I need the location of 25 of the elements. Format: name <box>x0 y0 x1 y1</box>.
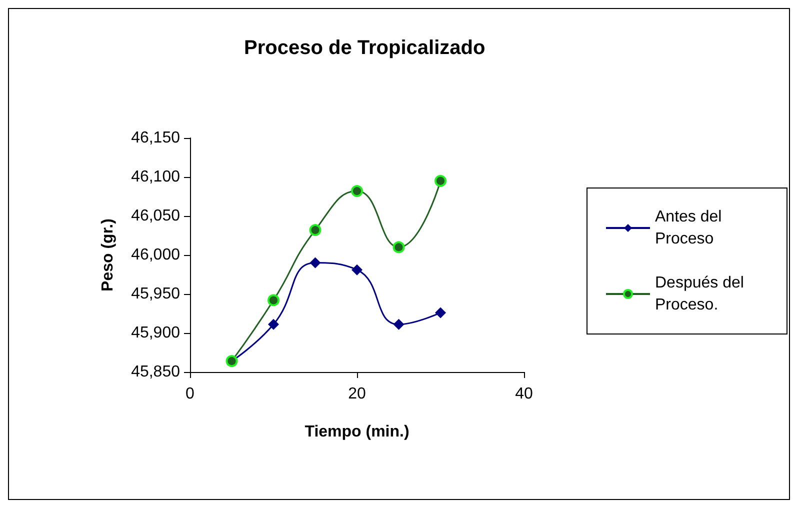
point <box>434 174 446 187</box>
y-axis-title: Peso (gr.) <box>100 218 116 292</box>
x-tick-label: 0 <box>186 386 195 402</box>
x-tick-label: 40 <box>515 386 533 402</box>
x-tick-label: 20 <box>348 386 366 402</box>
y-tick-label: 46,050 <box>131 208 180 224</box>
point <box>268 294 280 306</box>
point <box>268 318 279 330</box>
point <box>310 257 321 268</box>
chart-title: Proceso de Tropicalizado <box>244 37 486 59</box>
y-tick-label: 46,000 <box>131 246 180 264</box>
y-tick-label: 46,150 <box>131 130 180 146</box>
point <box>351 185 363 198</box>
y-tick-label: 45,850 <box>131 364 180 380</box>
y-tick-label: 45,950 <box>131 286 180 302</box>
point <box>352 264 362 276</box>
x-axis-title: Tiempo (min.) <box>304 424 410 440</box>
y-tick-label: 46,100 <box>131 168 180 186</box>
y-tick-label: 45,900 <box>131 324 180 342</box>
point <box>435 307 446 318</box>
legend-label: Antes del Proceso <box>655 208 726 248</box>
point <box>392 241 405 254</box>
point <box>393 318 404 330</box>
legend-label: Después del Proceso. <box>655 274 748 314</box>
point <box>309 224 322 236</box>
